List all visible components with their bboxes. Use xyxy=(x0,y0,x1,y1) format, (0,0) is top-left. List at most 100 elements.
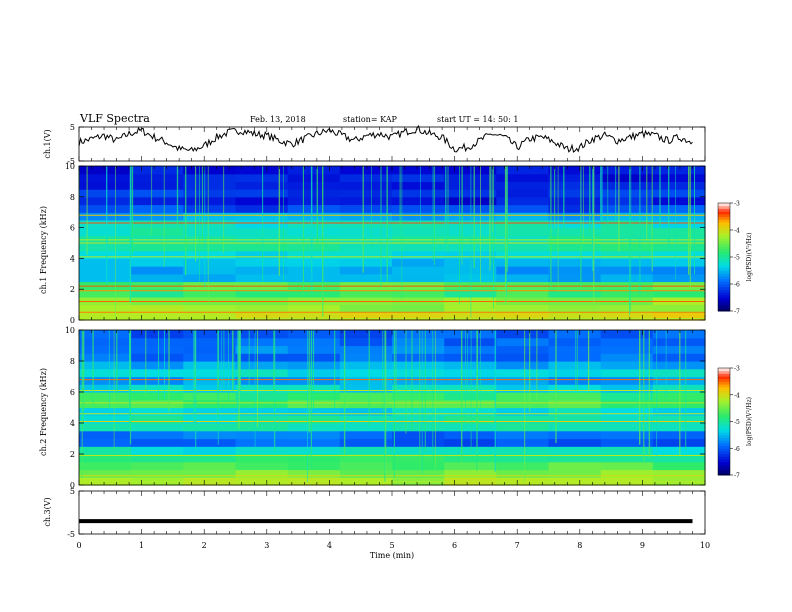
spectrogram-cell xyxy=(235,258,289,267)
spectrogram-cell xyxy=(79,250,132,259)
spectrogram-cell xyxy=(131,376,184,385)
spectrogram-cell xyxy=(600,430,654,440)
colorbar-swatch xyxy=(718,284,730,288)
spectrogram-cell xyxy=(548,212,602,221)
spectrogram-cell xyxy=(392,189,445,198)
spectrogram-cell xyxy=(287,173,341,182)
spectrogram-cell xyxy=(79,273,132,283)
spectrogram-cell xyxy=(652,189,706,198)
spectrogram-cell xyxy=(235,196,289,206)
colorbar-swatch xyxy=(718,424,730,428)
spectrogram-cell xyxy=(652,173,706,182)
colorbar-swatch xyxy=(718,445,730,449)
ch1-voltage-ylabel: ch.1(V) xyxy=(43,129,52,158)
spectrogram-cell xyxy=(652,212,706,221)
spectrogram-cell xyxy=(235,368,289,378)
spectrogram-cell xyxy=(392,461,445,471)
spectrogram-cell xyxy=(79,227,132,236)
spectrogram-cell xyxy=(600,407,654,416)
spectrogram-cell xyxy=(392,469,445,478)
spectrogram-cell xyxy=(287,266,341,275)
colorbar-swatch xyxy=(718,450,730,455)
spectrogram-cell xyxy=(183,250,237,259)
colorbar-label: log(PSD)(V²/Hz) xyxy=(746,397,753,446)
spectrogram-cell xyxy=(652,407,706,416)
spectrogram-cell xyxy=(183,454,237,463)
colorbar-swatch xyxy=(718,416,730,420)
spectrogram-cell xyxy=(444,361,497,370)
spectrogram-cell xyxy=(339,407,393,416)
spectrogram-cell xyxy=(131,227,184,236)
spectrogram-cell xyxy=(339,330,393,339)
spectrogram-cell xyxy=(652,454,706,463)
spectrogram-cell xyxy=(183,407,237,416)
spectrogram-cell xyxy=(79,204,132,213)
spectrogram-cell xyxy=(444,353,497,362)
spectrogram-cell xyxy=(287,407,341,416)
colorbar-tick-label: -5 xyxy=(734,255,740,262)
spectrogram-cell xyxy=(496,361,550,370)
spectrogram-cell xyxy=(652,368,706,378)
spectrogram-cell xyxy=(339,384,393,393)
spectrogram-cell xyxy=(235,289,289,298)
spectrogram-cell xyxy=(287,384,341,393)
spectrogram-cell xyxy=(600,423,654,432)
spectrogram-cell xyxy=(496,204,550,213)
spectrogram-cell xyxy=(548,289,602,298)
colorbar-swatch xyxy=(718,203,730,207)
spectrogram-cell xyxy=(600,312,654,321)
colorbar-swatch xyxy=(718,434,730,439)
spectrogram-cell xyxy=(652,273,706,283)
spectrogram-cell xyxy=(600,438,654,447)
spectrogram-cell xyxy=(339,173,393,182)
ch1-spectrogram-ylabel: ch.1 Frequency (kHz) xyxy=(39,206,48,294)
spectrogram-cell xyxy=(444,415,497,424)
colorbar-tick-label: -4 xyxy=(734,228,740,235)
spectrogram-cell xyxy=(652,399,706,409)
spectrogram-cell xyxy=(183,196,237,206)
colorbar-swatch xyxy=(718,373,730,377)
spectrogram-cell xyxy=(339,219,393,229)
spectrogram-cell xyxy=(496,430,550,440)
spectrogram-cell xyxy=(600,196,654,206)
spectrogram-cell xyxy=(652,266,706,275)
spectrogram-cell xyxy=(600,368,654,378)
spectrogram-cell xyxy=(496,399,550,409)
ch1-voltage-trace xyxy=(78,124,693,153)
spectrogram-cell xyxy=(235,337,289,347)
spectrogram-cell xyxy=(79,330,132,339)
colorbar-swatch xyxy=(718,456,730,460)
colorbar-tick-label: -7 xyxy=(734,473,740,480)
ch1-voltage-panel: 5 -5 ch.1(V) xyxy=(43,123,706,166)
spectrogram-cell xyxy=(79,423,132,432)
spectrogram-cell xyxy=(392,243,445,252)
spectrogram-cell xyxy=(652,258,706,267)
spectrogram-cell xyxy=(548,166,602,175)
spectrogram-cell xyxy=(287,243,341,252)
spectrogram-cell xyxy=(496,189,550,198)
spectrogram-cell xyxy=(652,330,706,339)
spectrogram-cell xyxy=(548,430,602,440)
colorbar-swatch xyxy=(718,381,730,385)
colorbar-swatch xyxy=(718,297,730,301)
colorbar-swatch xyxy=(718,273,730,277)
spectrogram-cell xyxy=(600,204,654,213)
spectrogram-cell xyxy=(287,399,341,409)
colorbar-swatch xyxy=(718,289,730,293)
spectrogram-cell xyxy=(496,415,550,424)
spectrogram-cell xyxy=(496,312,550,321)
spectrogram-cell xyxy=(131,399,184,409)
spectrogram-cell xyxy=(548,273,602,283)
spectrogram-cell xyxy=(183,399,237,409)
colorbar-swatch xyxy=(718,254,730,258)
spectrogram-cell xyxy=(392,430,445,440)
spectrogram-cell xyxy=(392,345,445,354)
spectrogram-cell xyxy=(287,196,341,206)
spectrogram-cell xyxy=(79,461,132,471)
spectrogram-cell xyxy=(131,250,184,259)
spectrogram-cell xyxy=(131,337,184,347)
colorbar-swatch xyxy=(718,410,730,414)
colorbar-swatch xyxy=(718,251,730,255)
spectrogram-cell xyxy=(339,368,393,378)
colorbar-swatch xyxy=(718,211,730,215)
